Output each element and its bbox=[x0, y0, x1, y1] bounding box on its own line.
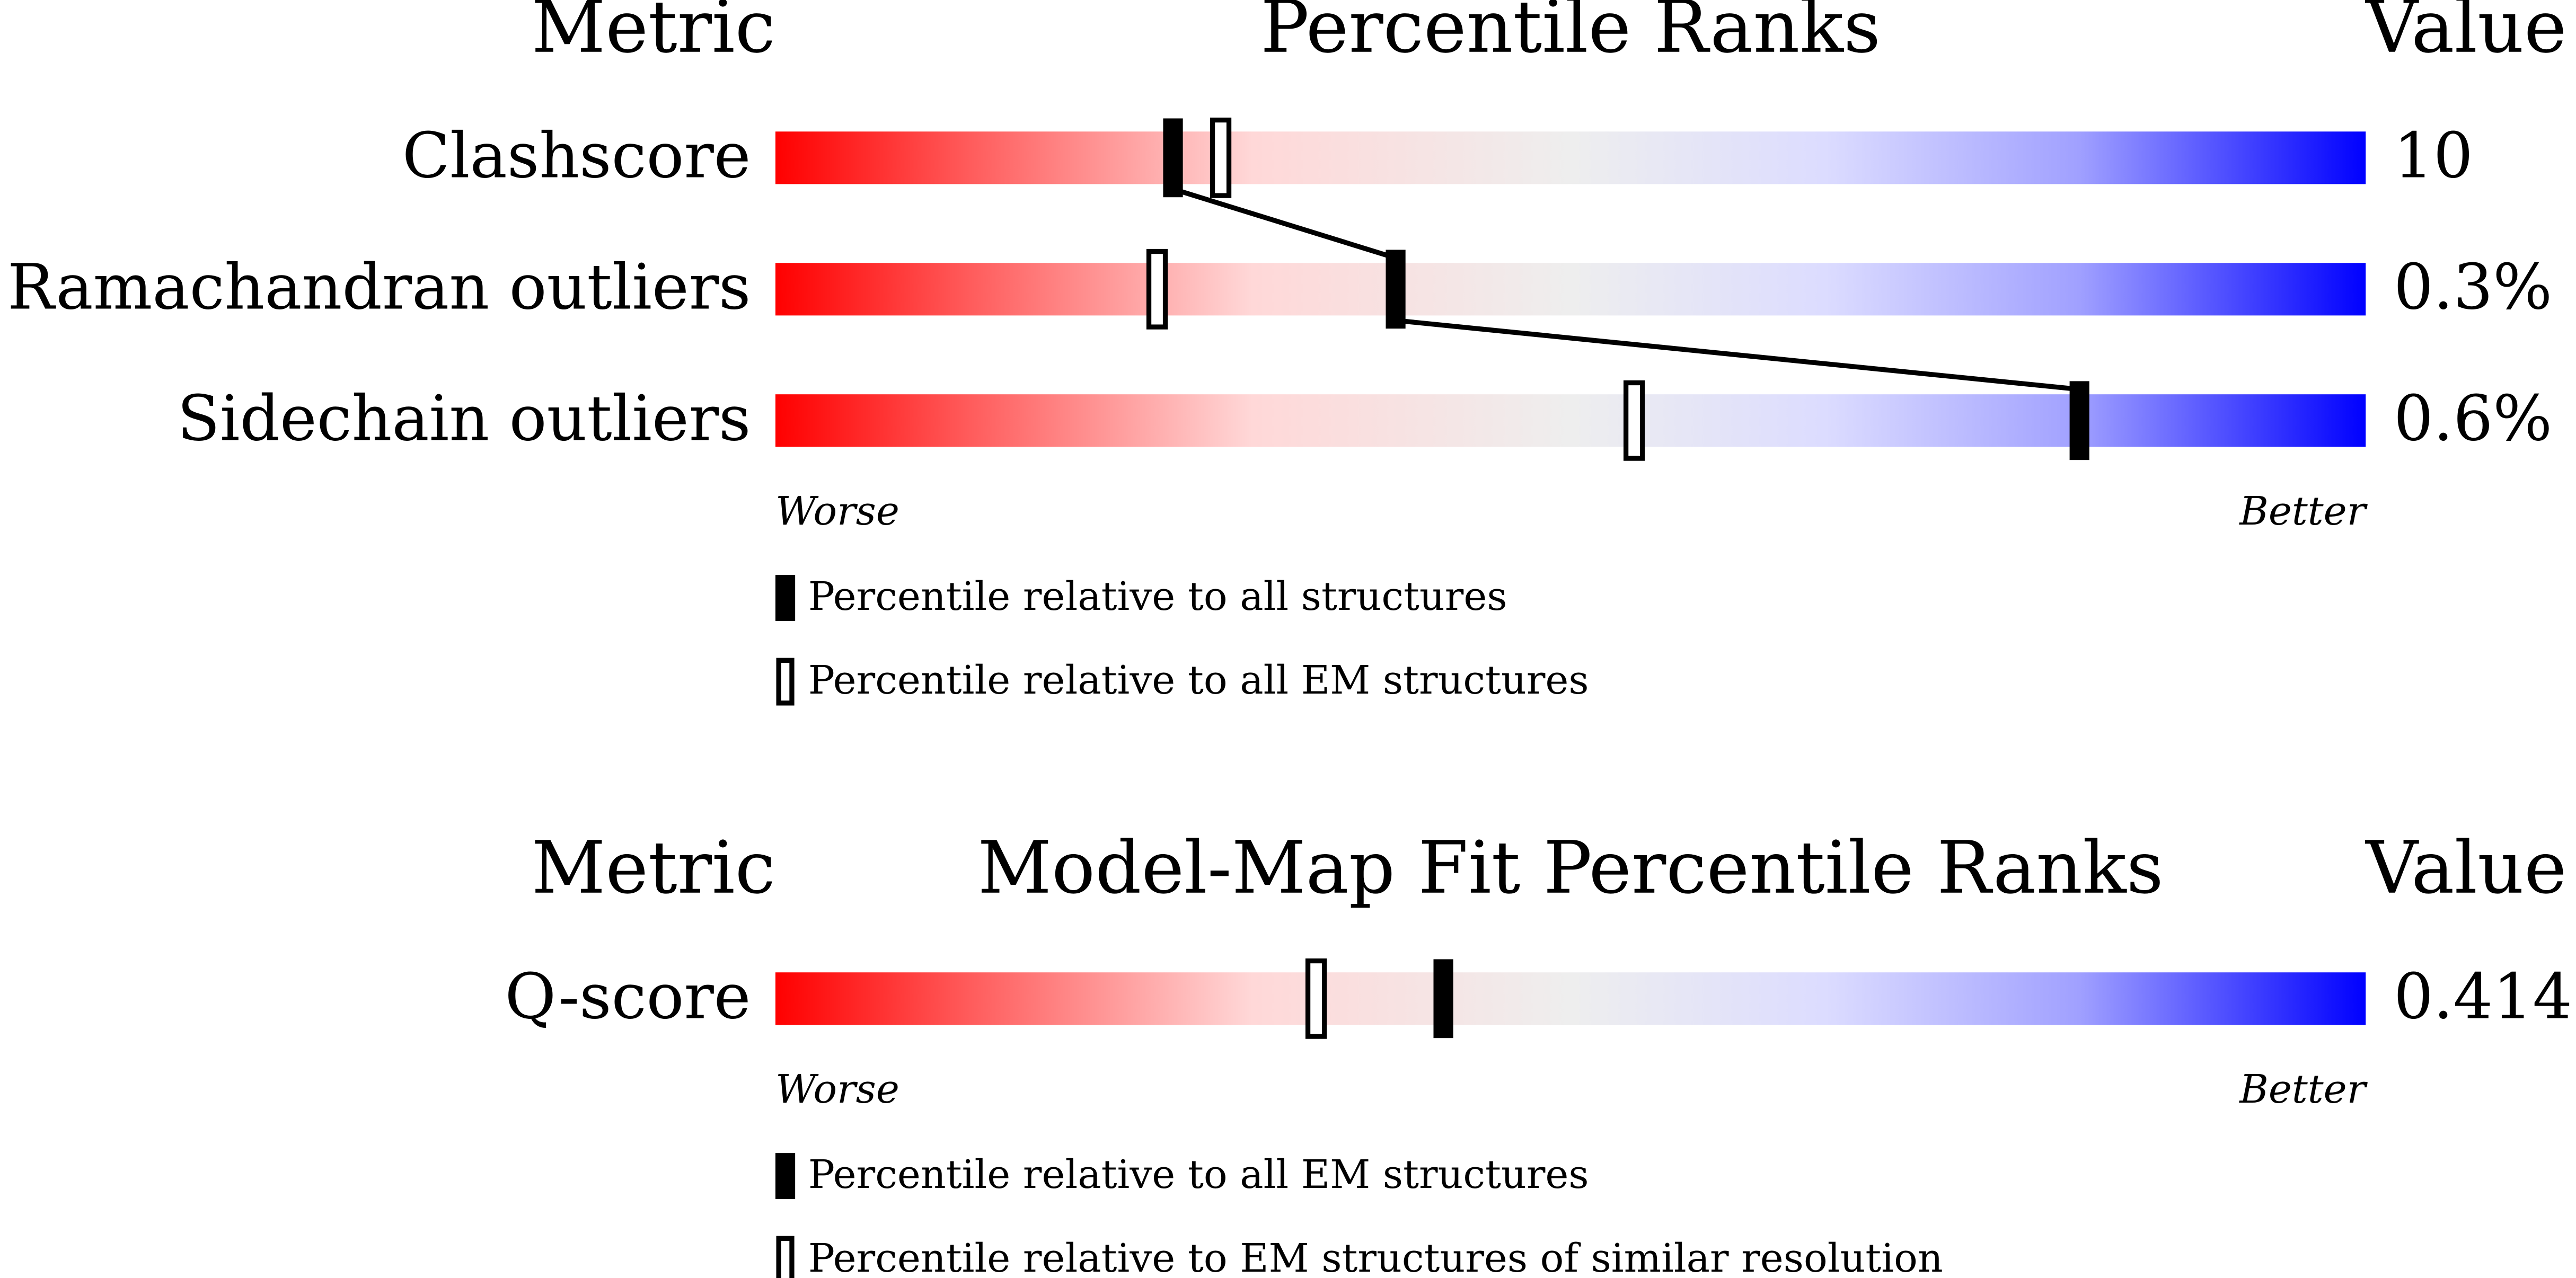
connector bbox=[1172, 187, 1397, 261]
panel-title: Percentile Ranks bbox=[1260, 0, 1881, 69]
connector bbox=[1395, 318, 2080, 392]
percentile-all-marker bbox=[2069, 381, 2089, 460]
legend-open-icon bbox=[776, 1236, 795, 1278]
value-header: Value bbox=[2365, 0, 2566, 69]
legend-filled-text: Percentile relative to all EM structures bbox=[808, 1151, 1589, 1197]
better-label: Better bbox=[2238, 1066, 2368, 1112]
metric-value: 0.414 bbox=[2394, 961, 2572, 1033]
percentile-em-marker bbox=[1210, 117, 1232, 198]
metric-value: 0.3% bbox=[2394, 251, 2552, 324]
metric-header: Metric bbox=[532, 826, 775, 910]
metric-value: 10 bbox=[2394, 120, 2473, 192]
metric-value: 0.6% bbox=[2394, 383, 2552, 455]
legend-open-icon bbox=[776, 658, 795, 706]
percentile-bar bbox=[775, 131, 2366, 184]
percentile-bar bbox=[775, 972, 2366, 1025]
legend-open-text: Percentile relative to all EM structures bbox=[808, 657, 1589, 703]
percentile-all-marker bbox=[1386, 250, 1406, 329]
metric-label: Sidechain outliers bbox=[177, 383, 751, 455]
percentile-em-marker bbox=[1146, 248, 1168, 330]
legend-filled-text: Percentile relative to all structures bbox=[808, 573, 1507, 619]
metric-label: Q-score bbox=[505, 961, 751, 1033]
better-label: Better bbox=[2238, 488, 2368, 534]
worse-label: Worse bbox=[775, 488, 899, 534]
metric-header: Metric bbox=[532, 0, 775, 69]
percentile-bar bbox=[775, 394, 2366, 447]
percentile-bar bbox=[775, 263, 2366, 316]
percentile-em-marker bbox=[1305, 958, 1327, 1039]
value-header: Value bbox=[2365, 826, 2566, 910]
percentile-em-marker bbox=[1623, 380, 1645, 461]
worse-label: Worse bbox=[775, 1066, 899, 1112]
legend-filled-icon bbox=[775, 575, 796, 621]
metric-label: Clashscore bbox=[402, 120, 751, 192]
panel-title: Model-Map Fit Percentile Ranks bbox=[977, 826, 2163, 910]
legend-filled-icon bbox=[775, 1153, 796, 1199]
legend-open-text: Percentile relative to EM structures of … bbox=[808, 1235, 1943, 1278]
metric-label: Ramachandran outliers bbox=[7, 251, 751, 324]
percentile-all-marker bbox=[1433, 959, 1453, 1039]
percentile-all-marker bbox=[1163, 118, 1183, 198]
